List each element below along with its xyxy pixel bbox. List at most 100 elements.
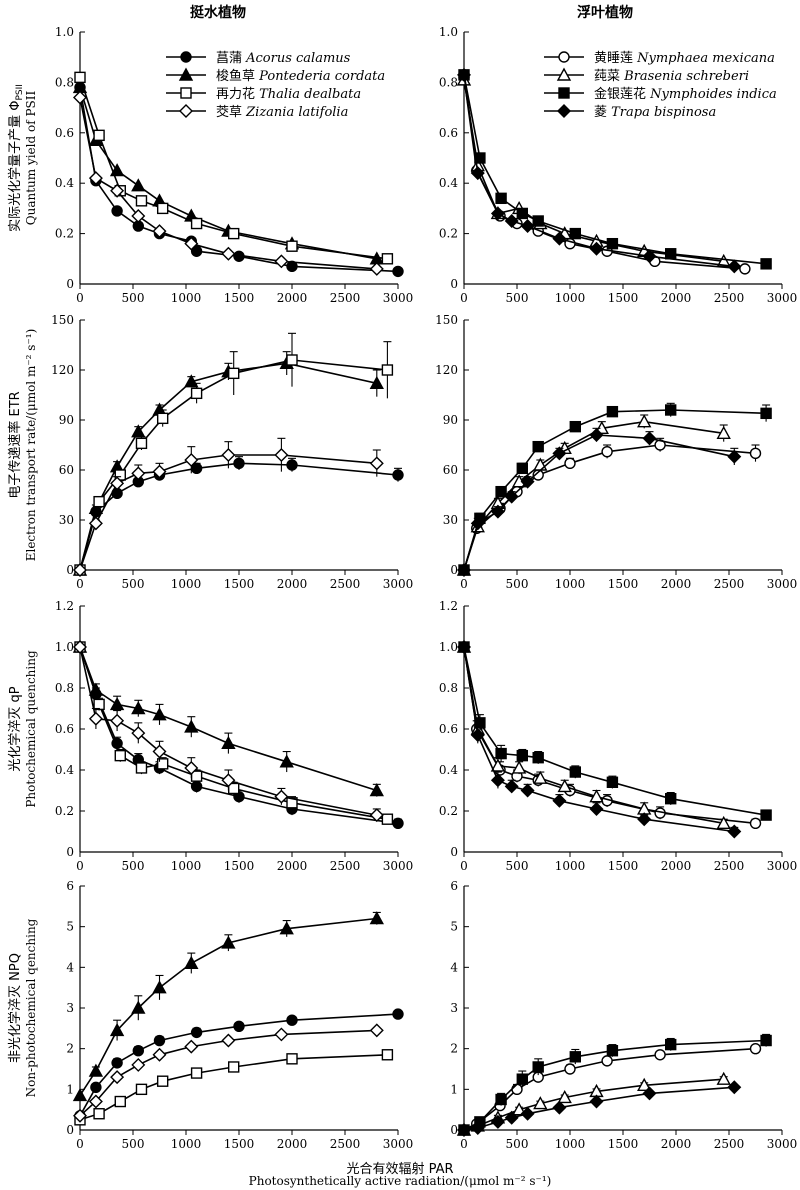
x-tick-label: 0 bbox=[460, 859, 468, 873]
series-diamond-open bbox=[73, 1023, 384, 1123]
data-point bbox=[511, 1083, 523, 1096]
panel-floating-yield: 0 0.2 0.4 0.6 0.8 1.0 0 500 1000 1500 2000 2500 3000… bbox=[439, 25, 797, 305]
data-point bbox=[221, 735, 236, 750]
data-point bbox=[552, 231, 567, 246]
data-point bbox=[654, 1049, 666, 1061]
data-point bbox=[184, 236, 199, 251]
data-point bbox=[532, 1061, 544, 1073]
series-line bbox=[463, 434, 735, 571]
y-tick-label: 0.4 bbox=[55, 763, 74, 777]
x-tick-label: 2500 bbox=[330, 577, 361, 591]
data-point bbox=[369, 1023, 384, 1038]
legend-label-latin: Nymphoides indica bbox=[649, 87, 777, 102]
x-tick-label: 2000 bbox=[661, 577, 692, 591]
y-tick-label: 4 bbox=[450, 960, 458, 974]
y-tick-label: 0 bbox=[66, 845, 74, 859]
row-label-subscript: PSII bbox=[15, 84, 25, 100]
x-tick-label: 0 bbox=[460, 291, 468, 305]
x-tick-label: 3000 bbox=[767, 1137, 798, 1151]
y-tick-label: 2 bbox=[450, 1042, 458, 1056]
data-point bbox=[470, 166, 485, 181]
y-tick-label: 0.8 bbox=[55, 75, 74, 89]
y-tick-label: 6 bbox=[66, 879, 74, 893]
data-point bbox=[490, 504, 505, 519]
legend-label-cn: 金银莲花 bbox=[594, 86, 650, 102]
y-tick-label: 0 bbox=[66, 277, 74, 291]
series-line bbox=[79, 646, 378, 792]
data-point bbox=[184, 719, 199, 733]
data-point bbox=[716, 425, 731, 440]
data-point bbox=[109, 1022, 125, 1037]
data-point bbox=[474, 717, 486, 729]
data-point bbox=[749, 447, 762, 460]
data-point bbox=[111, 205, 123, 217]
x-tick-label: 500 bbox=[506, 859, 529, 873]
data-point bbox=[73, 90, 87, 105]
data-point bbox=[606, 776, 619, 788]
data-point bbox=[152, 707, 167, 721]
y-tick-label: 1.0 bbox=[439, 25, 458, 39]
column-title-emergent: 挺水植物 bbox=[190, 5, 246, 21]
data-point bbox=[114, 749, 126, 762]
y-tick-label: 1.2 bbox=[55, 599, 74, 613]
data-point bbox=[601, 1055, 613, 1067]
legend-marker bbox=[556, 67, 572, 81]
x-tick-label: 3000 bbox=[767, 291, 798, 305]
y-tick-label: 3 bbox=[450, 1001, 458, 1015]
data-point bbox=[457, 67, 471, 82]
x-tick-label: 1500 bbox=[224, 1137, 255, 1151]
series-line bbox=[79, 462, 399, 571]
legend-entry: 梭鱼草 Pontederia cordata bbox=[166, 67, 385, 84]
data-point bbox=[727, 449, 742, 464]
legend-marker bbox=[558, 87, 570, 99]
legend-label: 金银莲花 Nymphoides indica bbox=[594, 86, 777, 102]
data-point bbox=[135, 437, 148, 450]
data-point bbox=[552, 446, 567, 461]
x-tick-label: 2000 bbox=[661, 859, 692, 873]
x-tick-label: 2500 bbox=[714, 1137, 745, 1151]
panel-emergent-qp: 0 0.2 0.4 0.6 0.8 1.0 1.2 0 500 1000 1500 2000 2500 3… bbox=[55, 599, 413, 873]
data-point bbox=[184, 453, 199, 467]
data-point bbox=[369, 808, 384, 823]
data-point bbox=[88, 711, 103, 726]
data-point bbox=[152, 1047, 167, 1062]
series-line bbox=[463, 444, 756, 571]
series-square-open bbox=[74, 1049, 394, 1126]
y-tick-label: 1.0 bbox=[439, 640, 458, 654]
x-tick-label: 500 bbox=[506, 291, 529, 305]
y-tick-label: 1.0 bbox=[55, 640, 74, 654]
data-point bbox=[490, 1114, 505, 1129]
x-tick-label: 2000 bbox=[661, 1137, 692, 1151]
x-tick-label: 1500 bbox=[608, 859, 639, 873]
data-point bbox=[73, 563, 87, 577]
data-point bbox=[369, 261, 384, 276]
data-point bbox=[392, 817, 404, 829]
legend-label-cn: 黄睡莲 bbox=[594, 51, 637, 66]
data-point bbox=[392, 265, 404, 278]
data-point bbox=[606, 405, 619, 418]
data-point bbox=[511, 760, 527, 774]
data-point bbox=[88, 516, 103, 531]
series-line bbox=[463, 74, 735, 268]
data-point bbox=[131, 1000, 146, 1014]
x-tick-label: 1000 bbox=[555, 577, 586, 591]
data-point bbox=[109, 696, 125, 711]
data-point bbox=[227, 367, 240, 380]
data-point bbox=[495, 485, 507, 498]
data-point bbox=[470, 1120, 485, 1135]
y-tick-label: 0.6 bbox=[55, 126, 74, 140]
x-tick-label: 3000 bbox=[383, 1137, 414, 1151]
data-point bbox=[131, 726, 146, 741]
data-point bbox=[589, 241, 604, 256]
x-tick-label: 0 bbox=[460, 577, 468, 591]
legend-label: 黄睡莲 Nymphaea mexicana bbox=[594, 51, 775, 66]
legend-marker bbox=[558, 51, 570, 63]
data-point bbox=[665, 404, 677, 416]
x-tick-label: 500 bbox=[122, 577, 145, 591]
data-point bbox=[88, 171, 103, 186]
series-line bbox=[79, 97, 377, 270]
row-label-cn: 实际光化学量子产量 ΦPSII bbox=[7, 84, 25, 232]
series-triangle-open bbox=[456, 639, 731, 829]
x-tick-label: 1000 bbox=[555, 859, 586, 873]
